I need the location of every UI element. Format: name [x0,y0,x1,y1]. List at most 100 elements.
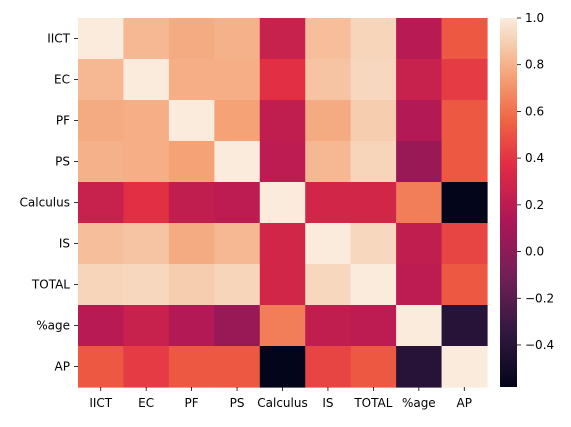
heatmap-cell-PS-AP [441,141,488,183]
heatmap-cell-EC-TOTAL [350,59,397,101]
colorbar-tick-label: −0.2 [525,291,554,305]
heatmap-cell-%age-%age [396,305,443,347]
colorbar [500,18,517,387]
column-label: AP [457,396,472,410]
column-tick-labels: IICT EC PF PS Calculus IS TOTAL %age AP [89,387,472,410]
column-label: PS [230,396,245,410]
heatmap-cell-PF-EC [123,100,170,142]
heatmap-cell-IS-%age [396,223,443,265]
heatmap-cell-%age-AP [441,305,488,347]
heatmap-cell-IICT-EC [123,18,170,60]
heatmap-cell-IS-PF [168,223,215,265]
heatmap-cell-AP-AP [441,346,488,388]
heatmap-cell-PF-PF [168,100,215,142]
heatmap-cell-TOTAL-PS [214,264,261,306]
heatmap-cell-PF-IICT [78,100,125,142]
row-label: PS [55,155,70,169]
heatmap-cell-PF-Calculus [259,100,306,142]
heatmap-cell-PF-AP [441,100,488,142]
heatmap-cell-EC-PF [168,59,215,101]
heatmap-cell-Calculus-TOTAL [350,182,397,224]
heatmap-cell-EC-AP [441,59,488,101]
heatmap-cell-EC-IS [305,59,352,101]
heatmap-cell-AP-Calculus [259,346,306,388]
heatmap-cell-%age-IS [305,305,352,347]
heatmap-cell-IS-PS [214,223,261,265]
colorbar-tick-label: 0.2 [525,198,544,212]
heatmap-cell-IS-IICT [78,223,125,265]
heatmap-cell-Calculus-IICT [78,182,125,224]
heatmap-cell-TOTAL-Calculus [259,264,306,306]
heatmap-cell-PS-TOTAL [350,141,397,183]
heatmap-cell-IS-Calculus [259,223,306,265]
heatmap-cell-PS-EC [123,141,170,183]
column-label: IICT [89,396,112,410]
colorbar-tick-label: 1.0 [525,11,544,25]
colorbar-tick-label: 0.8 [525,58,544,72]
heatmap-cell-%age-EC [123,305,170,347]
row-label: EC [54,73,70,87]
heatmap-cell-IS-AP [441,223,488,265]
heatmap-cell-EC-EC [123,59,170,101]
heatmap-cell-AP-IICT [78,346,125,388]
heatmap-cell-IICT-TOTAL [350,18,397,60]
heatmap-cell-IICT-AP [441,18,488,60]
heatmap-cells [78,18,488,388]
heatmap-cell-IS-IS [305,223,352,265]
heatmap-cell-IICT-IS [305,18,352,60]
heatmap-cell-PF-TOTAL [350,100,397,142]
heatmap-cell-PS-Calculus [259,141,306,183]
heatmap-cell-Calculus-%age [396,182,443,224]
heatmap-cell-IICT-PF [168,18,215,60]
row-label: AP [55,360,70,374]
heatmap-cell-%age-PS [214,305,261,347]
heatmap-cell-AP-%age [396,346,443,388]
heatmap-cell-IICT-%age [396,18,443,60]
column-label: Calculus [257,396,307,410]
colorbar-tick-label: −0.4 [525,338,554,352]
row-label: PF [56,114,70,128]
colorbar-tick-label: 0.6 [525,104,544,118]
heatmap-cell-AP-EC [123,346,170,388]
heatmap-cell-EC-IICT [78,59,125,101]
heatmap-cell-AP-PS [214,346,261,388]
heatmap-cell-IS-TOTAL [350,223,397,265]
heatmap-cell-TOTAL-PF [168,264,215,306]
colorbar-ticks: 1.0 0.8 0.6 0.4 0.2 0.0 −0.2 −0.4 [517,11,554,352]
heatmap-cell-IICT-PS [214,18,261,60]
row-label: IS [59,237,70,251]
heatmap-cell-PF-PS [214,100,261,142]
heatmap-cell-PF-IS [305,100,352,142]
row-label: %age [36,319,70,333]
heatmap-cell-AP-IS [305,346,352,388]
column-label: IS [322,396,333,410]
heatmap-cell-Calculus-EC [123,182,170,224]
heatmap-cell-Calculus-PS [214,182,261,224]
heatmap-cell-PF-%age [396,100,443,142]
heatmap-cell-PS-IICT [78,141,125,183]
heatmap-cell-EC-PS [214,59,261,101]
heatmap-cell-TOTAL-TOTAL [350,264,397,306]
heatmap-cell-TOTAL-IS [305,264,352,306]
heatmap-cell-Calculus-AP [441,182,488,224]
heatmap-cell-TOTAL-%age [396,264,443,306]
column-label: PF [185,396,199,410]
heatmap-cell-PS-%age [396,141,443,183]
colorbar-tick-label: 0.4 [525,151,544,165]
heatmap-cell-EC-Calculus [259,59,306,101]
heatmap-cell-%age-Calculus [259,305,306,347]
heatmap-cell-PS-IS [305,141,352,183]
row-label: IICT [47,32,70,46]
heatmap-cell-IS-EC [123,223,170,265]
heatmap-cell-EC-%age [396,59,443,101]
heatmap-cell-TOTAL-EC [123,264,170,306]
heatmap-cell-IICT-IICT [78,18,125,60]
column-label: EC [138,396,154,410]
heatmap-cell-AP-PF [168,346,215,388]
heatmap-cell-%age-TOTAL [350,305,397,347]
column-label: %age [402,396,436,410]
heatmap-cell-TOTAL-IICT [78,264,125,306]
row-tick-labels: IICT EC PF PS Calculus IS TOTAL %age AP [20,32,78,374]
heatmap-cell-%age-IICT [78,305,125,347]
